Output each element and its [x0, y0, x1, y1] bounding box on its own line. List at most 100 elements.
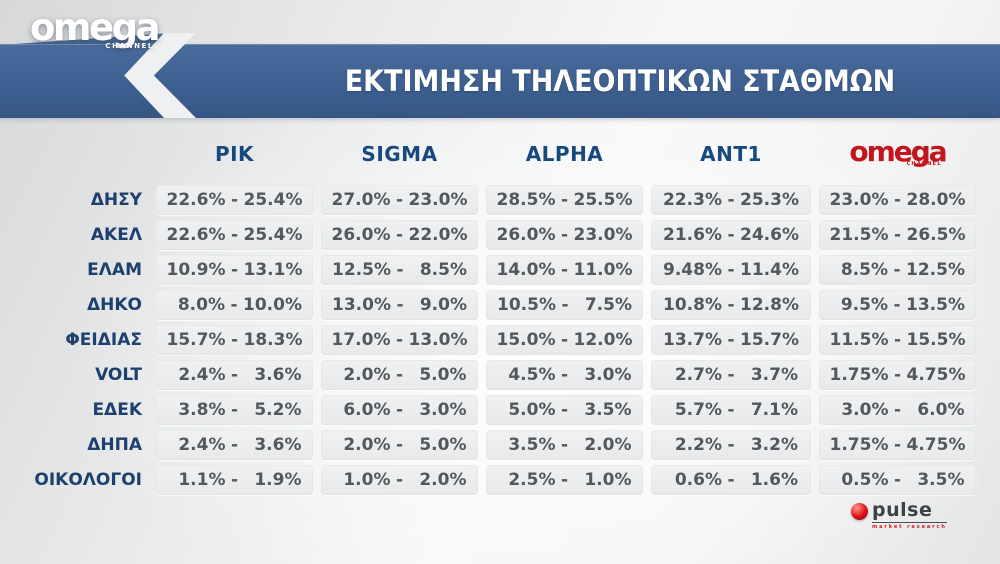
range-low: 2.4%	[178, 435, 226, 455]
range-low: 8.5%	[840, 260, 888, 280]
range-high: 3.5%	[584, 400, 632, 420]
range-high: 1.9%	[254, 470, 302, 490]
range-separator: -	[727, 435, 735, 455]
estimate-cell-r8-c1: 1.0% -2.0%	[321, 465, 478, 495]
range-separator: -	[396, 295, 404, 315]
range-low: 10.8%	[663, 295, 722, 315]
range-low: 5.7%	[674, 400, 722, 420]
range-high: 5.0%	[419, 435, 467, 455]
column-header-1: SIGMA	[361, 142, 438, 166]
omega-column-wordmark: omega	[849, 135, 947, 168]
range-low: 11.5%	[829, 330, 889, 350]
range-high: 9.0%	[419, 295, 467, 315]
estimate-cell-r1-c4: 21.5% -26.5%	[819, 220, 976, 250]
range-low: 26.0%	[496, 225, 556, 245]
range-separator: -	[727, 295, 735, 315]
page-title: ΕΚΤΙΜΗΣΗ ΤΗΛΕΟΠΤΙΚΩΝ ΣΤΑΘΜΩΝ	[344, 64, 896, 98]
estimate-cell-r7-c2: 3.5% -2.0%	[486, 430, 643, 460]
estimate-cell-r6-c3: 5.7% -7.1%	[651, 395, 811, 425]
estimate-cell-r7-c1: 2.0% -5.0%	[321, 430, 478, 460]
range-low: 13.0%	[332, 295, 391, 315]
omega-column-channel-label: CHANNEL	[906, 161, 942, 167]
range-separator: -	[727, 400, 735, 420]
estimates-table-header: ΡΙΚ SIGMA ALPHA ANT1 omega CHANNEL	[48, 131, 976, 177]
range-separator: -	[893, 470, 902, 490]
omega-channel-logo: omega CHANNEL	[30, 7, 161, 50]
range-separator: -	[893, 260, 901, 280]
estimate-cell-r0-c0: 22.6% -25.4%	[156, 185, 313, 215]
range-separator: -	[560, 435, 569, 455]
range-low: 8.0%	[177, 295, 225, 315]
range-separator: -	[727, 470, 735, 490]
estimate-cell-r4-c3: 13.7% -15.7%	[651, 325, 811, 355]
range-low: 1.75%	[829, 435, 889, 455]
estimate-cell-r6-c4: 3.0% -6.0%	[819, 395, 976, 425]
range-separator: -	[560, 365, 569, 385]
range-separator: -	[560, 225, 569, 245]
range-high: 3.5%	[917, 470, 965, 490]
range-low: 22.3%	[663, 190, 722, 210]
range-high: 13.1%	[243, 260, 303, 280]
range-separator: -	[560, 330, 569, 350]
range-high: 10.0%	[243, 295, 302, 315]
range-high: 23.0%	[573, 225, 633, 245]
range-low: 15.7%	[166, 330, 226, 350]
estimate-cell-r5-c0: 2.4% -3.6%	[156, 360, 313, 390]
range-high: 26.5%	[906, 225, 966, 245]
range-low: 1.1%	[178, 470, 226, 490]
range-low: 0.6%	[674, 470, 722, 490]
range-low: 1.0%	[343, 470, 391, 490]
range-low: 17.0%	[331, 330, 391, 350]
estimate-cell-r5-c3: 2.7% -3.7%	[651, 360, 811, 390]
range-separator: -	[395, 400, 404, 420]
range-separator: -	[561, 295, 569, 315]
estimate-cell-r4-c2: 15.0% -12.0%	[486, 325, 643, 355]
range-low: 9.48%	[663, 260, 722, 280]
range-high: 3.7%	[750, 365, 798, 385]
estimate-cell-r2-c0: 10.9% -13.1%	[156, 255, 313, 285]
range-low: 13.7%	[663, 330, 722, 350]
row-label: ΑΚΕΛ	[90, 225, 142, 245]
range-low: 2.7%	[674, 365, 722, 385]
estimate-cell-r4-c1: 17.0% -13.0%	[321, 325, 478, 355]
range-separator: -	[395, 190, 404, 210]
range-separator: -	[893, 365, 902, 385]
estimate-cell-r6-c1: 6.0% -3.0%	[321, 395, 478, 425]
range-separator: -	[893, 190, 902, 210]
range-high: 15.7%	[740, 330, 799, 350]
range-separator: -	[230, 470, 239, 490]
range-high: 2.0%	[419, 470, 467, 490]
estimate-cell-r3-c2: 10.5% -7.5%	[486, 290, 643, 320]
estimate-cell-r8-c2: 2.5% -1.0%	[486, 465, 643, 495]
range-low: 14.0%	[496, 260, 556, 280]
range-low: 6.0%	[343, 400, 391, 420]
pulse-market-research-logo: pulse market research	[851, 500, 947, 530]
range-high: 28.0%	[906, 190, 966, 210]
range-high: 11.0%	[573, 260, 633, 280]
range-low: 3.0%	[841, 400, 889, 420]
range-low: 27.0%	[331, 190, 391, 210]
range-high: 4.75%	[906, 365, 966, 385]
range-high: 12.5%	[906, 260, 965, 280]
row-label: ΔΗΠΑ	[87, 435, 142, 455]
range-low: 21.5%	[829, 225, 889, 245]
row-label: ΕΛΑΜ	[87, 260, 142, 280]
range-high: 3.0%	[584, 365, 632, 385]
omega-logo-channel-label: CHANNEL	[105, 41, 154, 50]
row-label: ΕΔΕΚ	[92, 400, 142, 420]
range-separator: -	[230, 295, 238, 315]
omega-column-logo: omega CHANNEL	[849, 135, 947, 168]
range-high: 11.4%	[740, 260, 799, 280]
range-separator: -	[893, 295, 901, 315]
range-separator: -	[230, 330, 239, 350]
row-label: VOLT	[95, 365, 142, 385]
estimate-cell-r3-c4: 9.5% -13.5%	[819, 290, 976, 320]
range-separator: -	[395, 470, 404, 490]
range-separator: -	[727, 365, 735, 385]
range-low: 4.5%	[508, 365, 556, 385]
range-separator: -	[893, 330, 902, 350]
column-header-0: ΡΙΚ	[214, 142, 255, 166]
range-separator: -	[727, 260, 735, 280]
range-high: 5.2%	[254, 400, 302, 420]
range-low: 2.0%	[343, 435, 391, 455]
